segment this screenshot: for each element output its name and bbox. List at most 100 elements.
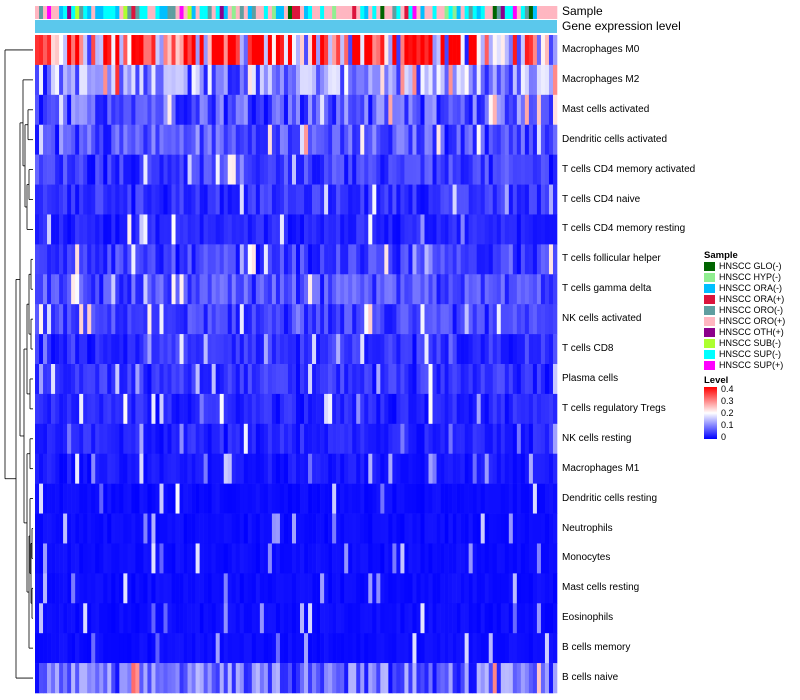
heatmap-cell — [99, 214, 104, 245]
heatmap-cell — [532, 214, 538, 245]
heatmap-cell — [243, 154, 249, 185]
heatmap-cell — [67, 304, 72, 335]
heatmap-cell — [440, 393, 445, 425]
heatmap-cell — [344, 94, 349, 126]
heatmap-cell — [372, 334, 377, 365]
heatmap-cell — [404, 214, 409, 245]
heatmap-cell — [496, 184, 502, 215]
heatmap-cell — [231, 543, 237, 574]
heatmap-cell — [388, 423, 393, 455]
heatmap-cell — [500, 35, 506, 66]
heatmap-cell — [548, 214, 554, 245]
heatmap-cell — [183, 64, 188, 96]
heatmap-cell — [271, 304, 277, 335]
heatmap-cell — [143, 364, 148, 395]
heatmap-cell — [336, 663, 341, 694]
heatmap-cell — [468, 633, 473, 664]
heatmap-cell — [207, 35, 212, 66]
heatmap-cell — [520, 184, 526, 215]
heatmap-cell — [283, 483, 289, 514]
legend-swatch — [704, 295, 715, 304]
heatmap-cell — [532, 483, 538, 514]
heatmap-cell — [215, 364, 221, 395]
heatmap-cell — [332, 663, 337, 694]
heatmap-cell — [552, 154, 558, 185]
heatmap-cell — [308, 543, 313, 574]
heatmap-cell — [480, 453, 486, 484]
heatmap-cell — [127, 663, 132, 694]
heatmap-cell — [267, 124, 273, 155]
heatmap-cell — [516, 244, 522, 275]
heatmap-cell — [536, 543, 542, 574]
heatmap-cell — [99, 184, 104, 215]
heatmap-cell — [47, 184, 52, 215]
heatmap-cell — [267, 483, 273, 514]
heatmap-cell — [123, 274, 128, 305]
heatmap-cell — [211, 94, 216, 126]
heatmap-cell — [480, 543, 486, 574]
heatmap-cell — [175, 633, 180, 664]
heatmap-cell — [360, 214, 365, 245]
heatmap-cell — [300, 573, 305, 604]
heatmap-cell — [412, 513, 417, 544]
heatmap-cell — [91, 393, 96, 425]
heatmap-cell — [348, 663, 353, 694]
heatmap-cell — [508, 423, 514, 455]
sample-annotation-cell — [432, 6, 437, 19]
heatmap-cell — [79, 64, 84, 96]
heatmap-cell — [235, 543, 241, 574]
heatmap-cell — [472, 214, 477, 245]
heatmap-cell — [211, 633, 216, 664]
heatmap-cell — [103, 94, 108, 126]
heatmap-cell — [476, 513, 482, 544]
heatmap-cell — [312, 483, 317, 514]
heatmap-cell — [428, 603, 433, 634]
heatmap-cell — [308, 453, 313, 484]
heatmap-cell — [340, 663, 345, 694]
heatmap-cell — [504, 184, 510, 215]
heatmap-cell — [111, 334, 116, 365]
heatmap-cell — [47, 393, 52, 425]
heatmap-cell — [544, 124, 550, 155]
heatmap-cell — [79, 603, 84, 634]
heatmap-cell — [95, 64, 100, 96]
heatmap-cell — [35, 64, 40, 96]
heatmap-cell — [227, 244, 233, 275]
heatmap-cell — [263, 154, 269, 185]
heatmap-cell — [308, 184, 313, 215]
heatmap-cell — [103, 304, 108, 335]
heatmap-cell — [380, 543, 385, 574]
heatmap-cell — [504, 513, 510, 544]
row-label: T cells regulatory Tregs — [562, 402, 666, 414]
heatmap-cell — [412, 633, 417, 664]
heatmap-cell — [336, 124, 341, 155]
heatmap-cell — [536, 64, 542, 96]
heatmap-cell — [91, 573, 96, 604]
heatmap-cell — [159, 334, 164, 365]
heatmap-cell — [304, 184, 309, 215]
heatmap-cell — [308, 663, 313, 694]
heatmap-cell — [163, 423, 168, 455]
heatmap-cell — [336, 244, 341, 275]
heatmap-cell — [528, 94, 534, 126]
heatmap-cell — [452, 453, 457, 484]
heatmap-cell — [43, 603, 48, 634]
heatmap-cell — [400, 663, 405, 694]
heatmap-cell — [147, 393, 152, 425]
heatmap-cell — [167, 244, 172, 275]
heatmap-cell — [304, 64, 309, 96]
sample-annotation-cell — [492, 6, 498, 19]
heatmap-cell — [155, 543, 160, 574]
heatmap-cell — [392, 633, 397, 664]
heatmap-cell — [316, 94, 321, 126]
heatmap-cell — [396, 573, 401, 604]
heatmap-cell — [159, 124, 164, 155]
row-label: T cells follicular helper — [562, 253, 661, 265]
heatmap-cell — [259, 483, 265, 514]
heatmap-cell — [448, 603, 453, 634]
heatmap-cell — [412, 603, 417, 634]
heatmap-cell — [263, 94, 269, 126]
heatmap-cell — [392, 603, 397, 634]
heatmap-cell — [380, 214, 385, 245]
heatmap-cell — [424, 453, 429, 484]
